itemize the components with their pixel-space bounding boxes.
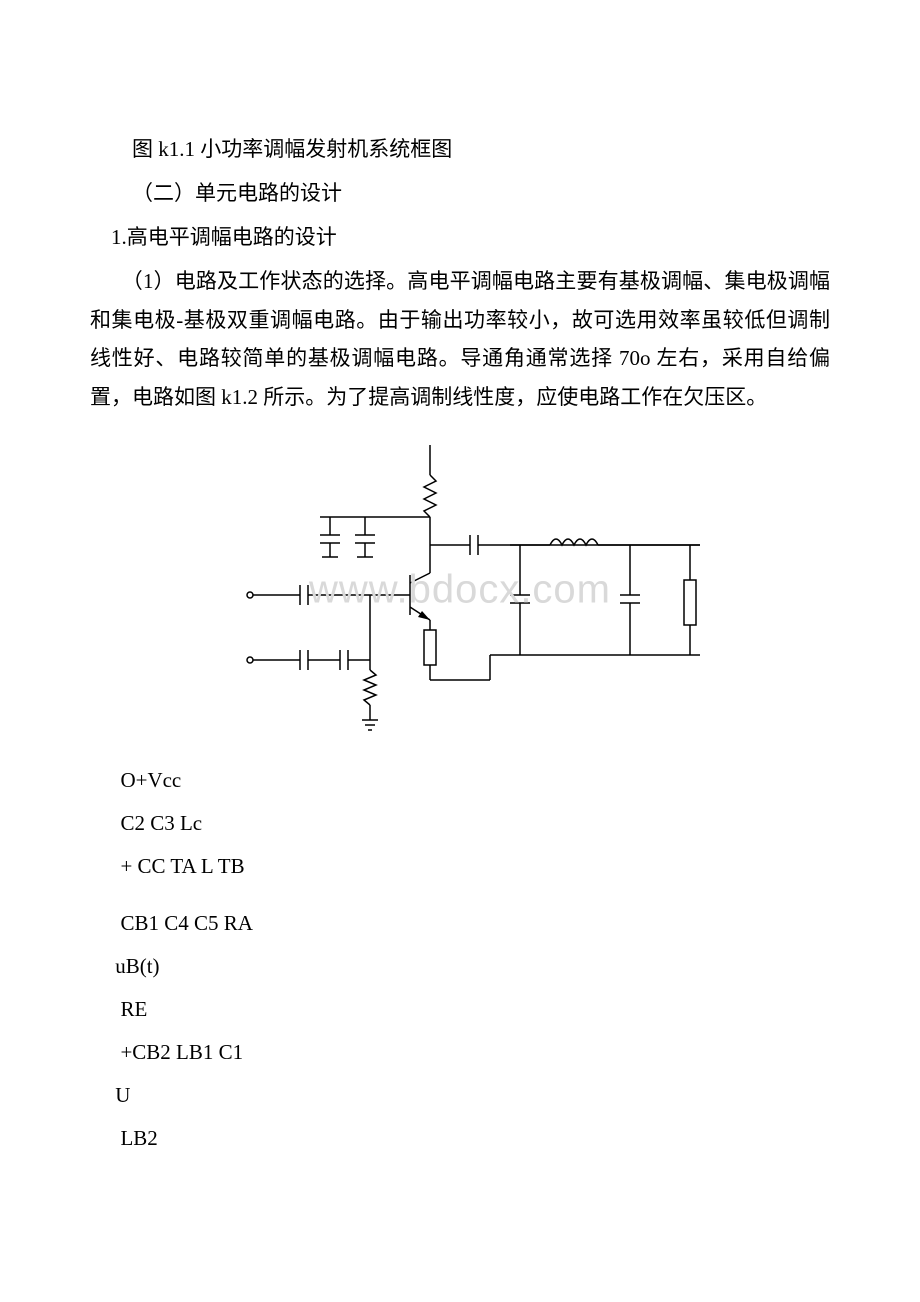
label-l2: C2 C3 Lc	[115, 802, 830, 845]
label-l1: O+Vcc	[115, 759, 830, 802]
label-l7: +CB2 LB1 C1	[115, 1031, 830, 1074]
para1-lead: （1）电路及工作状态的选择。	[132, 269, 407, 293]
component-labels: O+Vcc C2 C3 Lc + CC TA L TB CB1 C4 C5 RA…	[115, 759, 830, 1160]
item-heading: 1.高电平调幅电路的设计	[90, 218, 830, 258]
circuit-figure-wrap: www.bdocx.com	[90, 445, 830, 735]
label-l5: uB(t)	[115, 945, 830, 988]
label-l8: U	[115, 1074, 830, 1117]
circuit-svg	[210, 445, 710, 735]
figure-caption: 图 k1.1 小功率调幅发射机系统框图	[90, 130, 830, 170]
label-l3: + CC TA L TB	[115, 845, 830, 888]
section-heading: （二）单元电路的设计	[90, 174, 830, 214]
label-l9: LB2	[115, 1117, 830, 1160]
circuit-figure: www.bdocx.com	[210, 445, 710, 735]
label-l4: CB1 C4 C5 RA	[115, 902, 830, 945]
paragraph-1: （1）电路及工作状态的选择。高电平调幅电路主要有基极调幅、集电极调幅和集电极-基…	[90, 262, 830, 417]
label-l6: RE	[115, 988, 830, 1031]
